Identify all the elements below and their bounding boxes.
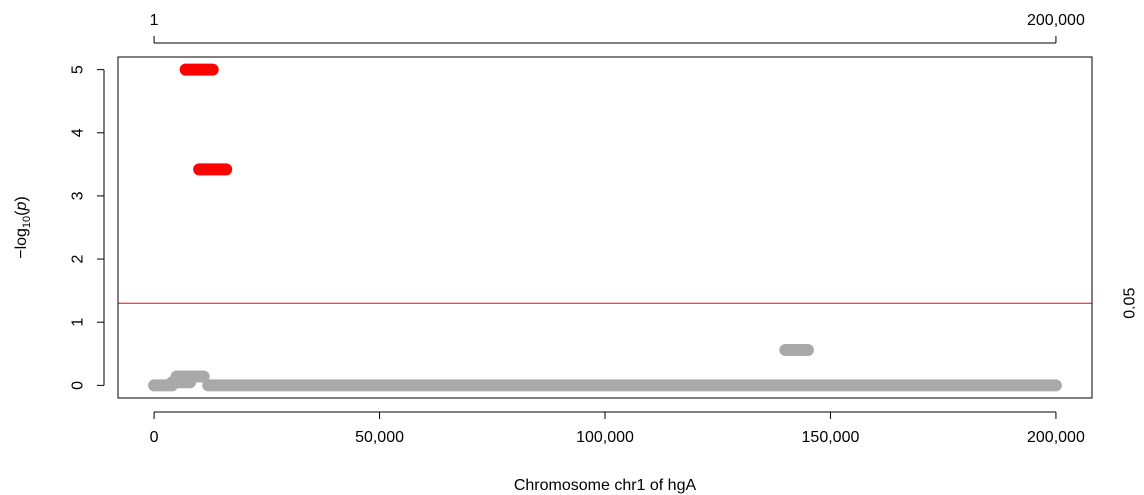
y-axis-title-close: ) — [13, 196, 30, 201]
x-axis-title: Chromosome chr1 of hgA — [514, 477, 697, 494]
y-axis-title-subscript: 10 — [21, 216, 33, 228]
plot-frame — [117, 56, 1093, 399]
y-tick-label: 0 — [70, 381, 87, 390]
x-tick-label: 150,000 — [802, 429, 860, 446]
top-tick-label: 200,000 — [1027, 12, 1085, 29]
y-axis-title-prefix: −log — [13, 228, 30, 259]
x-tick-label: 0 — [150, 429, 159, 446]
y-tick-label: 2 — [70, 255, 87, 264]
x-tick-label: 100,000 — [576, 429, 634, 446]
y-axis-title-variable: p — [13, 201, 30, 211]
axis-ticks: 0 50,000 100,000 150,000 200,000 1 200,000 0 1 2 3… — [70, 12, 1085, 446]
top-tick-label: 1 — [150, 12, 159, 29]
x-tick-label: 50,000 — [355, 429, 404, 446]
significance-threshold-label: 0.05 — [1122, 288, 1139, 319]
y-tick-label: 1 — [70, 318, 87, 327]
y-axis-title-open: ( — [13, 210, 30, 216]
y-tick-label: 5 — [70, 65, 87, 74]
y-axis-title: −log10(p) — [13, 196, 33, 259]
y-tick-label: 4 — [70, 128, 87, 137]
x-tick-label: 200,000 — [1027, 429, 1085, 446]
y-tick-label: 3 — [70, 191, 87, 200]
data-points — [148, 63, 1062, 392]
